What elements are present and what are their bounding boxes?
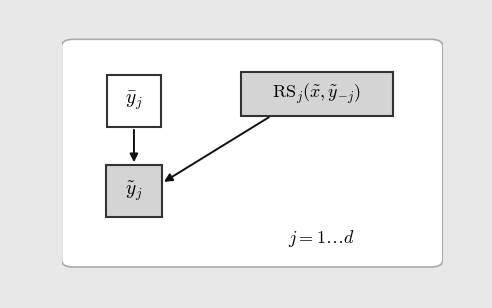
Text: $j = 1 \ldots d$: $j = 1 \ldots d$ (288, 228, 354, 249)
FancyBboxPatch shape (241, 72, 393, 116)
Text: $\bar{y}_j$: $\bar{y}_j$ (125, 90, 143, 112)
FancyBboxPatch shape (62, 39, 443, 267)
Text: $\mathrm{RS}_j(\tilde{x},\tilde{y}_{-j})$: $\mathrm{RS}_j(\tilde{x},\tilde{y}_{-j})… (273, 82, 362, 106)
FancyBboxPatch shape (107, 75, 161, 127)
Text: $\tilde{y}_j$: $\tilde{y}_j$ (125, 179, 143, 203)
FancyBboxPatch shape (106, 165, 161, 217)
